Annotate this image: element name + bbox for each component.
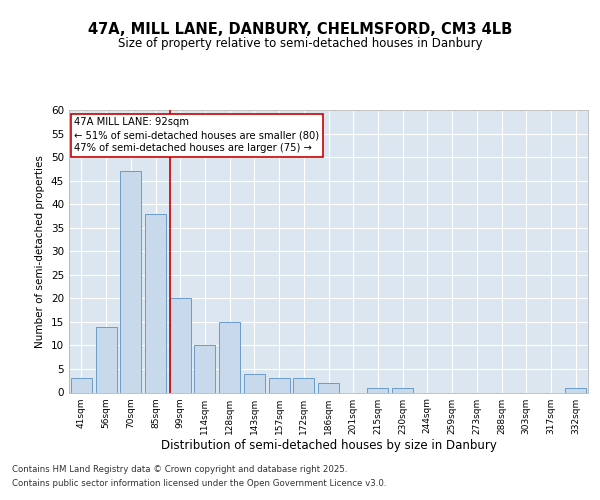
- Bar: [170, 298, 191, 392]
- Text: Size of property relative to semi-detached houses in Danbury: Size of property relative to semi-detach…: [118, 38, 482, 51]
- Text: Contains public sector information licensed under the Open Government Licence v3: Contains public sector information licen…: [12, 479, 386, 488]
- Text: 47A MILL LANE: 92sqm
← 51% of semi-detached houses are smaller (80)
47% of semi-: 47A MILL LANE: 92sqm ← 51% of semi-detac…: [74, 117, 319, 154]
- Bar: [244, 374, 265, 392]
- Bar: [318, 383, 339, 392]
- X-axis label: Distribution of semi-detached houses by size in Danbury: Distribution of semi-detached houses by …: [161, 440, 496, 452]
- Bar: [145, 214, 166, 392]
- Bar: [565, 388, 586, 392]
- Text: 47A, MILL LANE, DANBURY, CHELMSFORD, CM3 4LB: 47A, MILL LANE, DANBURY, CHELMSFORD, CM3…: [88, 22, 512, 38]
- Bar: [120, 171, 141, 392]
- Bar: [194, 346, 215, 393]
- Bar: [219, 322, 240, 392]
- Bar: [71, 378, 92, 392]
- Bar: [293, 378, 314, 392]
- Text: Contains HM Land Registry data © Crown copyright and database right 2025.: Contains HM Land Registry data © Crown c…: [12, 466, 347, 474]
- Bar: [367, 388, 388, 392]
- Bar: [392, 388, 413, 392]
- Bar: [95, 326, 116, 392]
- Y-axis label: Number of semi-detached properties: Number of semi-detached properties: [35, 155, 46, 348]
- Bar: [269, 378, 290, 392]
